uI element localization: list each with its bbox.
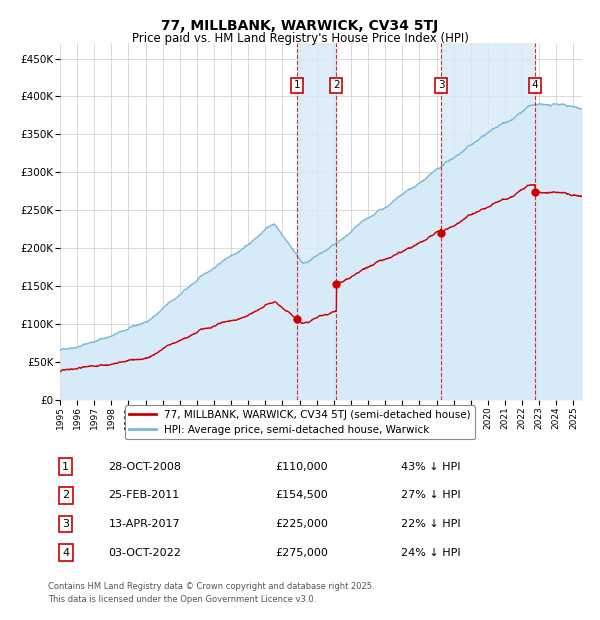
Text: This data is licensed under the Open Government Licence v3.0.: This data is licensed under the Open Gov… [48,595,316,604]
Text: 28-OCT-2008: 28-OCT-2008 [109,462,181,472]
Text: £275,000: £275,000 [275,547,328,557]
Text: Contains HM Land Registry data © Crown copyright and database right 2025.: Contains HM Land Registry data © Crown c… [48,582,374,591]
Text: 2: 2 [333,80,340,90]
Text: Price paid vs. HM Land Registry's House Price Index (HPI): Price paid vs. HM Land Registry's House … [131,32,469,45]
Bar [442,43,535,400]
Text: £225,000: £225,000 [275,519,328,529]
Text: 3: 3 [62,519,69,529]
Text: 43% ↓ HPI: 43% ↓ HPI [401,462,460,472]
Text: 4: 4 [62,547,69,557]
Bar [296,43,337,400]
Text: 13-APR-2017: 13-APR-2017 [109,519,180,529]
Text: 25-FEB-2011: 25-FEB-2011 [109,490,180,500]
Text: 03-OCT-2022: 03-OCT-2022 [109,547,181,557]
Text: 2: 2 [62,490,69,500]
Text: 22% ↓ HPI: 22% ↓ HPI [401,519,460,529]
Text: 4: 4 [532,80,538,90]
Text: £154,500: £154,500 [275,490,328,500]
Text: 77, MILLBANK, WARWICK, CV34 5TJ: 77, MILLBANK, WARWICK, CV34 5TJ [161,19,439,33]
Legend: 77, MILLBANK, WARWICK, CV34 5TJ (semi-detached house), HPI: Average price, semi-: 77, MILLBANK, WARWICK, CV34 5TJ (semi-de… [125,405,475,439]
Text: 27% ↓ HPI: 27% ↓ HPI [401,490,460,500]
Text: 24% ↓ HPI: 24% ↓ HPI [401,547,460,557]
Text: 3: 3 [438,80,445,90]
Text: £110,000: £110,000 [275,462,328,472]
Text: 1: 1 [62,462,69,472]
Text: 1: 1 [293,80,300,90]
